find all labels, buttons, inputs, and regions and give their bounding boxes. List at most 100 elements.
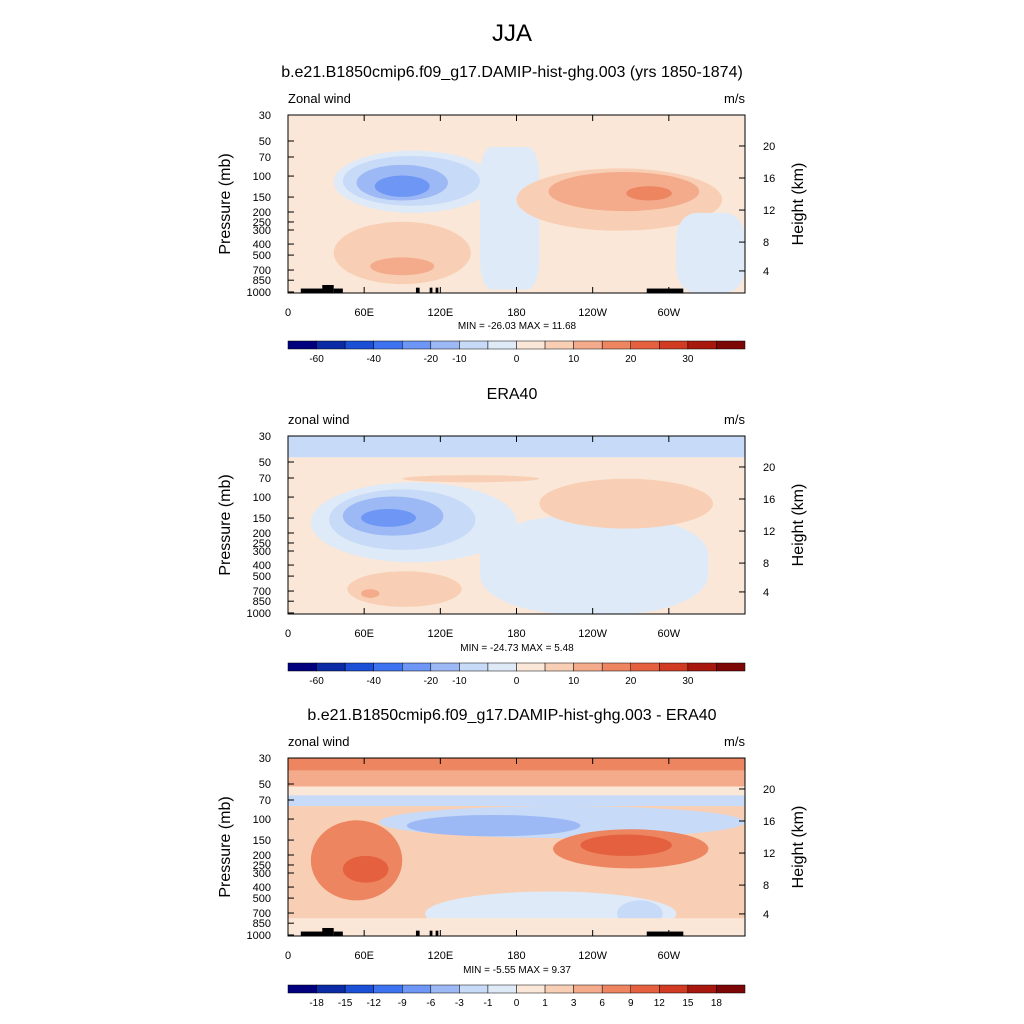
y-tick-label: 850	[253, 275, 271, 287]
y-tick-label: 850	[253, 596, 271, 608]
colorbar-tick-label: -10	[452, 354, 467, 365]
y-tick-label: 100	[253, 814, 271, 826]
x-tick-label: 120E	[427, 307, 453, 319]
y-right-tick-label: 8	[763, 237, 769, 249]
colorbar-tick-label: 10	[568, 354, 580, 365]
topography-block	[333, 931, 343, 936]
y-tick-label: 300	[253, 546, 271, 558]
contour-region	[342, 855, 389, 883]
y-tick-label: 30	[259, 753, 271, 765]
y-axis-label: Pressure (mb)	[217, 474, 234, 575]
y-tick-label: 250	[253, 860, 271, 872]
y-tick-label: 100	[253, 492, 271, 504]
topography-block	[435, 287, 439, 293]
contour-region	[333, 221, 471, 285]
colorbar-tick-label: 30	[682, 676, 694, 687]
y-tick-label: 30	[259, 110, 271, 122]
y-right-tick-label: 20	[763, 784, 775, 796]
contour-region	[361, 508, 416, 527]
colorbar-tick-label: 18	[711, 998, 723, 1009]
colorbar-tick-label: 0	[514, 998, 520, 1009]
x-tick-label: 120W	[578, 950, 607, 962]
colorbar-tick-label: -18	[309, 998, 324, 1009]
panel-1-title: b.e21.B1850cmip6.f09_g17.DAMIP-hist-ghg.…	[281, 64, 743, 81]
contour-region	[626, 186, 672, 201]
panel-2-units-label: m/s	[724, 412, 745, 427]
y-axis-label-right: Height (km)	[790, 484, 807, 567]
x-tick-label: 120E	[427, 628, 453, 640]
colorbar-tick-label: -10	[452, 676, 467, 687]
colorbar-swatch	[630, 984, 660, 994]
topography-block	[646, 931, 684, 936]
y-tick-label: 200	[253, 850, 271, 862]
panel-2-minmax: MIN = -24.73 MAX = 5.48	[460, 643, 574, 654]
panel-3-field	[288, 758, 745, 936]
y-tick-label: 200	[253, 528, 271, 540]
colorbar-tick-label: 0	[514, 676, 520, 687]
y-axis-label-right: Height (km)	[790, 163, 807, 246]
colorbar-tick-label: -9	[398, 998, 407, 1009]
y-tick-label: 1000	[247, 608, 271, 620]
x-tick-label: 0	[285, 950, 291, 962]
contour-region	[479, 147, 540, 290]
x-tick-label: 120W	[578, 628, 607, 640]
topography-block	[435, 930, 439, 936]
panel-3-variable-label: zonal wind	[288, 734, 350, 749]
x-tick-label: 180	[507, 628, 525, 640]
x-tick-label: 0	[285, 628, 291, 640]
topography-block	[322, 284, 334, 293]
x-tick-label: 120W	[578, 307, 607, 319]
y-tick-label: 250	[253, 217, 271, 229]
colorbar-swatch	[544, 984, 574, 994]
colorbar-tick-label: -60	[309, 354, 324, 365]
y-right-tick-label: 4	[763, 587, 769, 599]
y-right-tick-label: 12	[763, 205, 775, 217]
colorbar-tick-label: 1	[542, 998, 548, 1009]
colorbar-swatch	[716, 340, 746, 350]
y-tick-label: 500	[253, 571, 271, 583]
colorbar-tick-label: 0	[514, 354, 520, 365]
y-tick-label: 1000	[247, 287, 271, 299]
contour-region	[580, 834, 672, 856]
colorbar-tick-label: -20	[424, 354, 439, 365]
colorbar-tick-label: 30	[682, 354, 694, 365]
y-right-tick-label: 12	[763, 848, 775, 860]
y-right-tick-label: 16	[763, 816, 775, 828]
y-tick-label: 400	[253, 882, 271, 894]
y-axis-label: Pressure (mb)	[217, 796, 234, 897]
contour-region	[479, 516, 709, 614]
y-tick-label: 300	[253, 868, 271, 880]
colorbar-swatch	[316, 984, 346, 994]
panel-3-units-label: m/s	[724, 734, 745, 749]
contour-region	[548, 171, 700, 212]
y-tick-label: 150	[253, 835, 271, 847]
contour-region	[288, 436, 745, 458]
colorbar-swatch	[287, 984, 317, 994]
panel-3-title: b.e21.B1850cmip6.f09_g17.DAMIP-hist-ghg.…	[307, 707, 717, 724]
contour-region	[288, 770, 745, 787]
x-tick-label: 180	[507, 950, 525, 962]
figure-title: JJA	[491, 20, 532, 47]
colorbar-swatch	[344, 984, 374, 994]
topography-block	[415, 930, 420, 936]
y-tick-label: 850	[253, 918, 271, 930]
colorbar-swatch	[687, 984, 717, 994]
y-tick-label: 200	[253, 207, 271, 219]
panel-1-units-label: m/s	[724, 91, 745, 106]
colorbar-tick-label: -12	[366, 998, 381, 1009]
colorbar-tick-label: -15	[338, 998, 353, 1009]
x-tick-label: 60E	[354, 628, 374, 640]
contour-region	[370, 257, 435, 276]
contour-region	[539, 478, 714, 529]
colorbar-tick-label: -1	[483, 998, 492, 1009]
y-right-tick-label: 12	[763, 526, 775, 538]
colorbar-tick-label: 6	[599, 998, 605, 1009]
y-right-tick-label: 16	[763, 173, 775, 185]
contour-region	[288, 918, 745, 936]
colorbar-swatch	[459, 984, 489, 994]
topography-block	[415, 287, 420, 293]
y-tick-label: 50	[259, 136, 271, 148]
x-tick-label: 60W	[658, 307, 681, 319]
